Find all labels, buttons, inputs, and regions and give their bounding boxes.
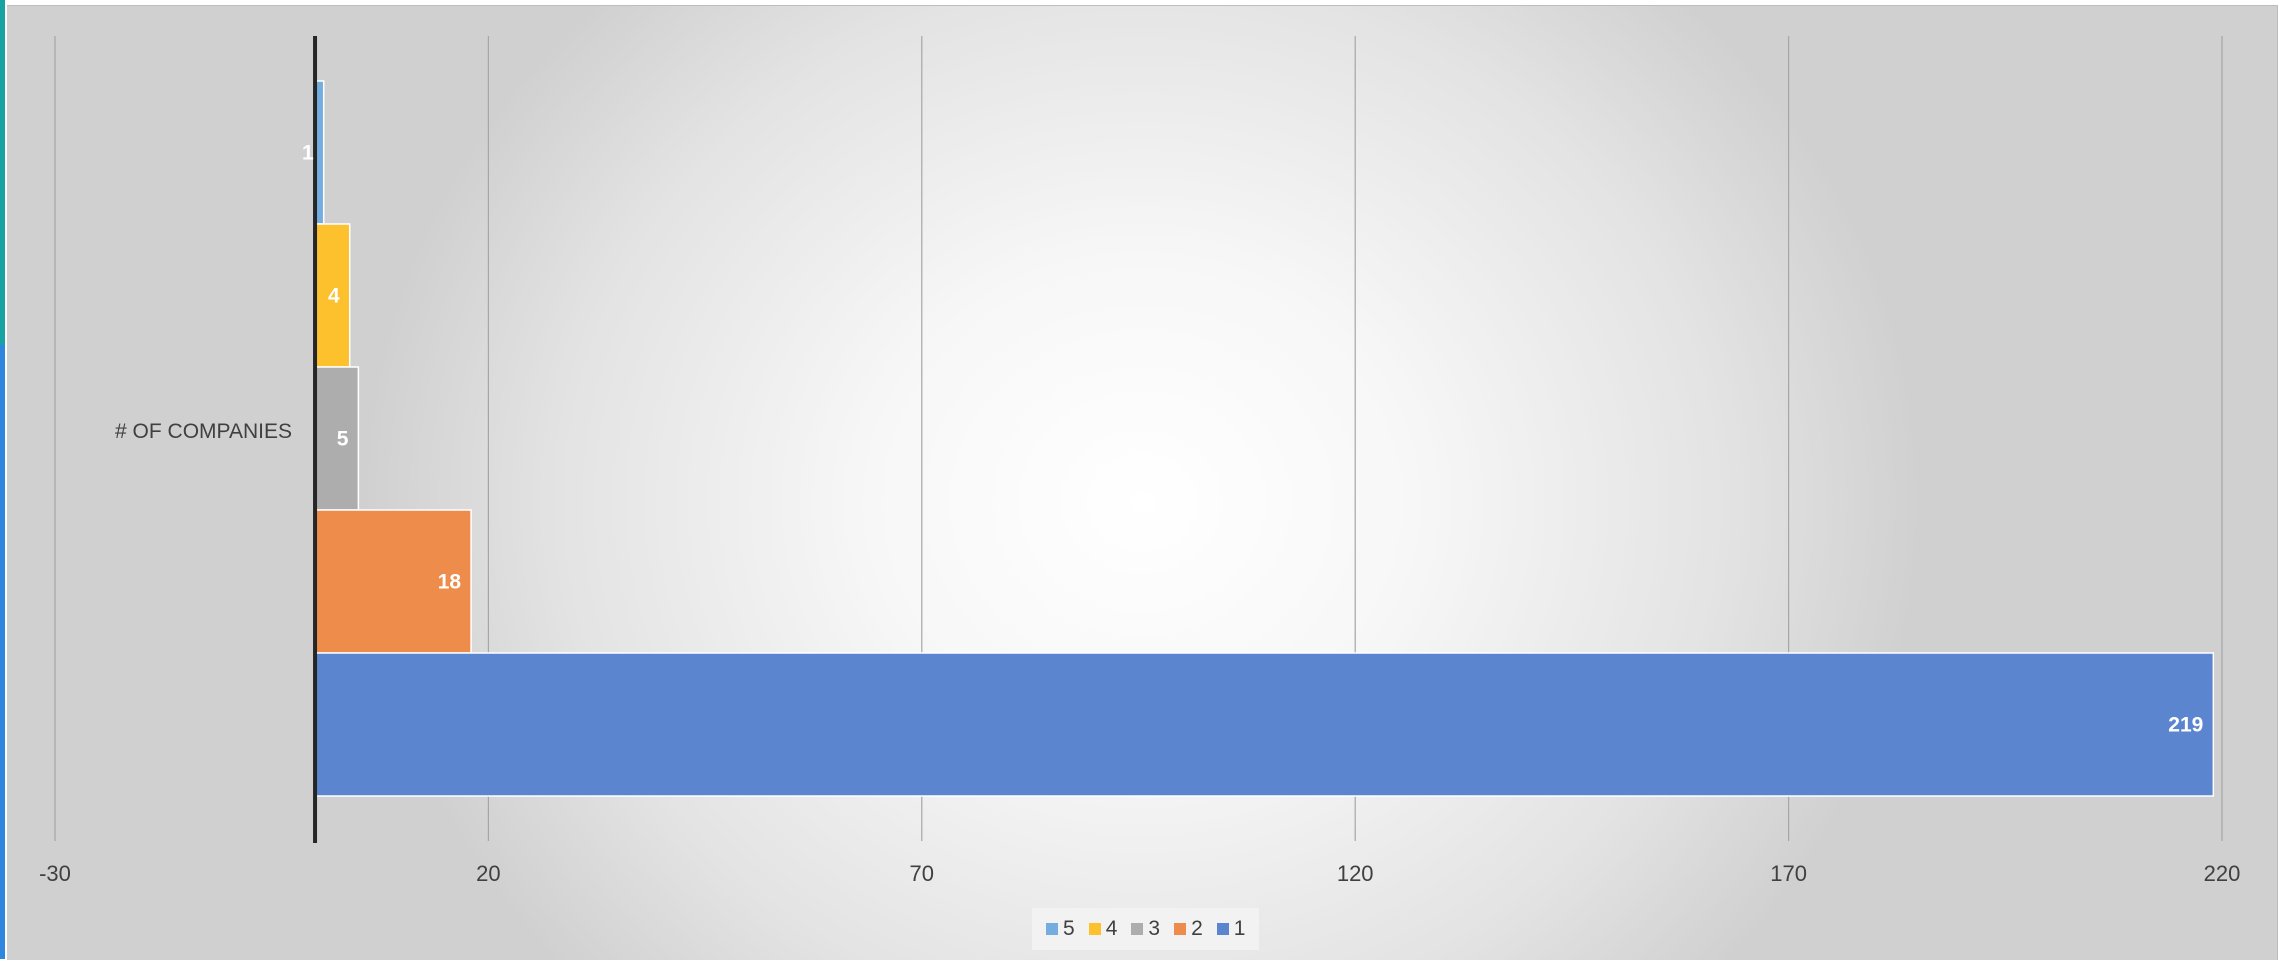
data-label: 4 bbox=[328, 285, 340, 308]
x-tick-label: 70 bbox=[910, 861, 934, 886]
bars bbox=[314, 80, 2215, 797]
data-label: 219 bbox=[2168, 714, 2203, 737]
bar-series-4 bbox=[314, 223, 351, 368]
x-tick-label: -30 bbox=[39, 861, 71, 886]
x-tick-label: 220 bbox=[2204, 861, 2241, 886]
legend-swatch bbox=[1174, 923, 1187, 935]
category-label: # OF COMPANIES bbox=[115, 420, 292, 443]
legend-label: 4 bbox=[1105, 917, 1118, 940]
legend-item: 4 bbox=[1088, 917, 1118, 941]
legend-swatch bbox=[1216, 923, 1229, 935]
x-tick-label: 120 bbox=[1337, 861, 1374, 886]
legend: 5 4 3 2 1 bbox=[1032, 908, 1260, 950]
labels: -30 20 70 120 170 220 1 4 5 18 219 # OF COMPANIES bbox=[39, 142, 2240, 887]
legend-item: 2 bbox=[1174, 917, 1203, 941]
legend-item: 5 bbox=[1046, 917, 1075, 941]
data-label: 5 bbox=[337, 428, 349, 451]
legend-swatch bbox=[1088, 923, 1101, 935]
x-tick-label: 20 bbox=[476, 861, 500, 886]
bar-series-3 bbox=[314, 366, 360, 511]
bar-series-1 bbox=[314, 652, 2215, 797]
legend-label: 3 bbox=[1148, 917, 1161, 940]
legend-swatch bbox=[1046, 923, 1058, 935]
chart-area: -30 20 70 120 170 220 1 4 5 18 219 # OF COMPANIES 5… bbox=[7, 5, 2278, 960]
plot-area: -30 20 70 120 170 220 1 4 5 18 219 # OF COMPANIES bbox=[39, 36, 2240, 887]
data-label: 18 bbox=[438, 571, 462, 594]
data-label: 1 bbox=[302, 142, 314, 165]
gridlines bbox=[54, 36, 2223, 841]
accent-strip-teal bbox=[0, 0, 5, 345]
legend-label: 2 bbox=[1191, 917, 1203, 940]
legend-swatch bbox=[1131, 923, 1144, 935]
legend-label: 1 bbox=[1233, 917, 1246, 940]
legend-label: 5 bbox=[1063, 917, 1075, 940]
bar-series-2 bbox=[314, 509, 472, 654]
accent-strip-blue bbox=[0, 345, 5, 959]
legend-item: 1 bbox=[1216, 917, 1246, 941]
legend-item: 3 bbox=[1131, 917, 1160, 941]
x-tick-label: 170 bbox=[1770, 861, 1807, 886]
